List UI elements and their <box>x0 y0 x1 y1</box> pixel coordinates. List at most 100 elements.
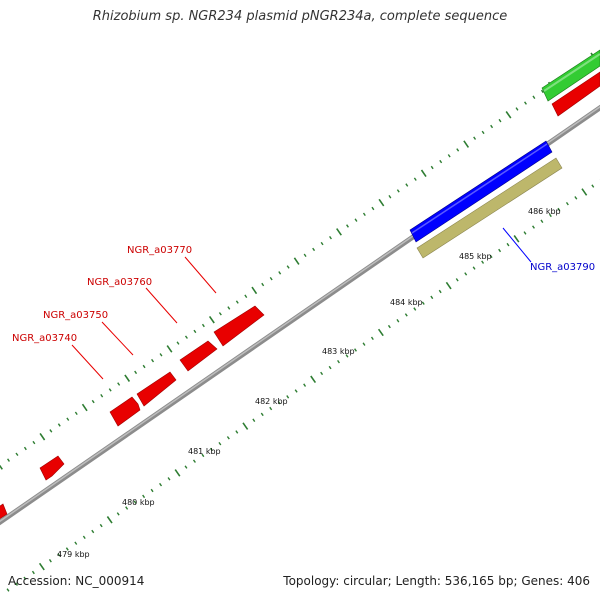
minor-tick <box>235 430 239 434</box>
minor-tick <box>473 136 477 140</box>
tick-label: 485 kbp <box>459 252 492 261</box>
gene-feature-red[interactable] <box>213 305 265 347</box>
gene-label[interactable]: NGR_a03760 <box>87 277 152 288</box>
tick-label: 484 kbp <box>390 298 423 307</box>
minor-tick <box>371 206 375 211</box>
minor-tick <box>167 477 171 481</box>
gene-feature-red[interactable] <box>179 340 218 372</box>
minor-tick <box>591 184 595 188</box>
gene-feature-red[interactable] <box>136 371 177 407</box>
minor-tick <box>498 118 502 123</box>
gene-features <box>0 49 600 520</box>
minor-tick <box>329 236 332 240</box>
minor-tick <box>193 329 197 334</box>
minor-tick <box>142 364 146 369</box>
gene-label[interactable]: NGR_a03790 <box>530 262 595 273</box>
minor-tick <box>565 202 569 206</box>
minor-tick <box>74 411 78 415</box>
minor-tick <box>456 148 460 152</box>
major-tick <box>445 281 452 290</box>
minor-tick <box>286 395 290 399</box>
minor-tick <box>91 529 95 534</box>
minor-tick <box>524 101 527 105</box>
minor-tick <box>7 458 10 462</box>
major-tick <box>310 375 317 384</box>
minor-tick <box>269 277 273 281</box>
minor-tick <box>354 218 358 222</box>
gene-feature-red[interactable] <box>39 455 65 481</box>
minor-tick <box>201 453 205 458</box>
minor-tick <box>99 523 103 528</box>
minor-tick <box>15 582 18 586</box>
minor-tick <box>108 388 112 392</box>
minor-tick <box>515 107 519 111</box>
minor-tick <box>438 289 442 294</box>
tick-label: 480 kbp <box>122 498 155 507</box>
minor-tick <box>100 394 104 398</box>
minor-tick <box>346 224 349 228</box>
minor-tick <box>91 399 95 404</box>
major-tick <box>242 422 249 430</box>
gene-feature-khaki[interactable] <box>416 157 563 259</box>
minor-tick <box>227 306 231 310</box>
tick-label: 482 kbp <box>255 397 288 406</box>
minor-tick <box>370 336 374 340</box>
minor-tick <box>532 95 536 99</box>
minor-tick <box>31 570 35 575</box>
minor-tick <box>455 278 459 282</box>
minor-tick <box>218 442 222 446</box>
map-title: Rhizobium sp. NGR234 plasmid pNGR234a, c… <box>92 9 508 24</box>
minor-tick <box>252 418 256 422</box>
gene-label[interactable]: NGR_a03750 <box>43 310 108 321</box>
minor-tick <box>490 124 494 129</box>
minor-tick <box>506 242 510 247</box>
major-tick <box>38 562 45 571</box>
minor-tick <box>286 265 290 269</box>
gene-feature-red[interactable] <box>109 396 141 427</box>
minor-tick <box>362 212 366 216</box>
minor-tick <box>498 248 502 253</box>
minor-tick <box>481 130 485 135</box>
minor-tick <box>49 429 53 433</box>
minor-tick <box>345 354 349 358</box>
minor-tick <box>159 482 163 487</box>
gene-feature-blue[interactable] <box>409 140 553 243</box>
major-tick <box>378 198 385 207</box>
major-tick <box>124 374 131 382</box>
minor-tick <box>303 383 307 387</box>
gene-label[interactable]: NGR_a03740 <box>12 333 77 344</box>
minor-tick <box>125 506 129 510</box>
gene-feature-red[interactable] <box>551 71 600 117</box>
minor-tick <box>472 266 476 270</box>
minor-tick <box>481 260 485 264</box>
minor-tick <box>277 401 281 405</box>
minor-tick <box>65 547 69 551</box>
minor-tick <box>226 436 230 440</box>
minor-tick <box>405 183 409 187</box>
minor-tick <box>312 247 316 252</box>
minor-tick <box>294 389 298 393</box>
minor-tick <box>235 300 239 304</box>
major-tick <box>208 315 215 324</box>
major-tick <box>336 228 342 236</box>
major-tick <box>505 111 512 119</box>
minor-tick <box>278 271 282 275</box>
minor-tick <box>396 319 400 323</box>
sequence-summary: Topology: circular; Length: 536,165 bp; … <box>283 574 590 588</box>
minor-tick <box>133 500 137 504</box>
minor-tick <box>150 488 154 493</box>
gene-label[interactable]: NGR_a03770 <box>127 245 192 256</box>
major-tick <box>251 286 258 295</box>
minor-tick <box>244 294 248 298</box>
minor-tick <box>192 459 196 463</box>
minor-tick <box>117 382 121 386</box>
minor-tick <box>396 189 400 193</box>
label-leaders <box>71 227 532 380</box>
minor-tick <box>354 348 357 352</box>
minor-tick <box>159 353 163 357</box>
minor-tick <box>430 295 434 300</box>
gene-feature-red[interactable] <box>0 503 8 520</box>
major-tick <box>106 516 113 524</box>
minor-tick <box>269 406 273 411</box>
minor-tick <box>421 301 425 305</box>
